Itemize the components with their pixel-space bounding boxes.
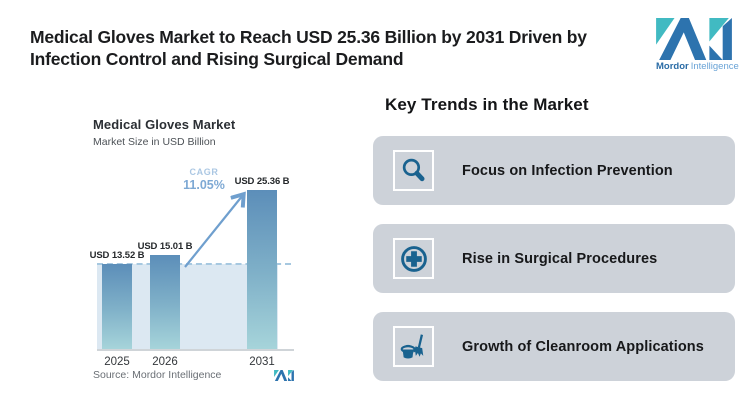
source-text: Source: Mordor Intelligence [93, 369, 222, 381]
trend-label: Focus on Infection Prevention [462, 162, 673, 179]
trend-label: Growth of Cleanroom Applications [462, 338, 704, 355]
trends-heading: Key Trends in the Market [385, 95, 589, 114]
x-axis-line [97, 349, 294, 351]
bar-value-label: USD 25.36 B [234, 176, 290, 187]
brand-name-light: Intelligence [690, 61, 739, 72]
page-title: Medical Gloves Market to Reach USD 25.36… [30, 26, 587, 70]
trend-label: Rise in Surgical Procedures [462, 250, 658, 267]
bar-chart-plot: CAGR 11.05% USD 13.52 B 2025 USD 15.01 B… [90, 167, 295, 368]
axis-tick-2025: 2025 [104, 356, 130, 368]
brand-wordmark: Mordor Intelligence [656, 61, 739, 72]
medical-cross-circle-icon [400, 245, 427, 272]
bar-2026 [150, 254, 180, 349]
bar-value-label: USD 15.01 B [137, 240, 193, 252]
cagr-label: CAGR [189, 167, 219, 177]
brand-logo: Mordor Intelligence [656, 18, 739, 72]
axis-tick-2026: 2026 [152, 356, 178, 368]
trend-card-infection-prevention: Focus on Infection Prevention [373, 136, 735, 205]
chart-title: Medical Gloves Market [93, 117, 236, 132]
page-title-line2: Infection Control and Rising Surgical De… [30, 49, 404, 69]
icon-frame [393, 150, 434, 191]
chart-source-row: Source: Mordor Intelligence [93, 369, 294, 381]
growth-arrow-icon [184, 180, 295, 268]
mordor-logo-small-icon [274, 369, 294, 381]
bar-2031 [247, 190, 277, 349]
bar-slot-2026: USD 15.01 B 2026 [138, 180, 193, 368]
chart-subtitle: Market Size in USD Billion [93, 136, 216, 148]
page-title-line1: Medical Gloves Market to Reach USD 25.36… [30, 27, 587, 47]
bar-2025 [102, 264, 132, 349]
reference-dashed-line [97, 263, 291, 266]
cleaning-bucket-broom-icon [400, 333, 423, 359]
bar-slot-2031: USD 25.36 B 2031 [235, 176, 290, 368]
cagr-annotation: CAGR 11.05% [173, 167, 235, 192]
cagr-value: 11.05% [183, 178, 225, 192]
mordor-logo-icon [656, 18, 732, 60]
bar-value-label: USD 13.52 B [89, 250, 145, 262]
icon-frame [393, 326, 434, 367]
chart-header: Medical Gloves Market Market Size in USD… [93, 117, 235, 148]
trend-card-cleanroom-applications: Growth of Cleanroom Applications [373, 312, 735, 381]
trend-cards: Focus on Infection Prevention Rise in Su… [373, 136, 735, 381]
icon-frame [393, 238, 434, 279]
magnifier-icon [402, 158, 425, 182]
brand-name-bold: Mordor [656, 61, 689, 72]
bar-slot-2025: USD 13.52 B 2025 [90, 180, 145, 368]
trend-card-surgical-procedures: Rise in Surgical Procedures [373, 224, 735, 293]
axis-tick-2031: 2031 [249, 356, 275, 368]
